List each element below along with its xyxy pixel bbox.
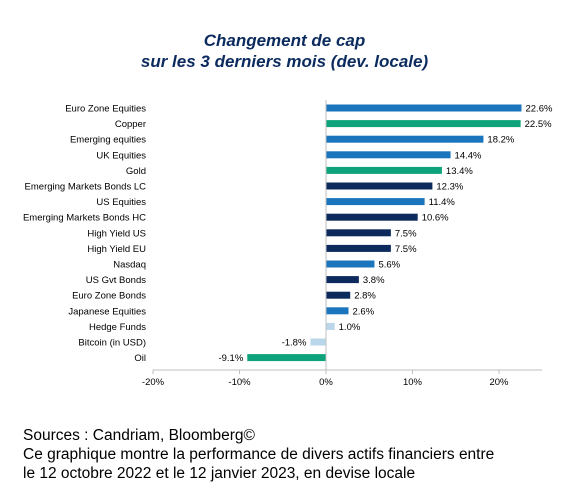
bar-uk-equities [326, 151, 451, 159]
chart-title-line1: Changement de cap [203, 31, 366, 50]
value-label: 5.6% [378, 260, 400, 271]
bar-us-equities [326, 198, 425, 206]
x-tick-label: -10% [228, 377, 251, 388]
category-label: Hedge Funds [89, 322, 146, 333]
category-label: UK Equities [96, 150, 146, 161]
category-label: High Yield EU [87, 244, 146, 255]
value-label: 2.8% [354, 291, 376, 302]
value-label: 1.0% [339, 322, 361, 333]
bar-bitcoin-in-usd [310, 338, 326, 346]
chart-title-line2: sur les 3 derniers mois (dev. locale) [140, 52, 429, 71]
value-label: 3.8% [363, 275, 385, 286]
bar-japanese-equities [326, 307, 349, 315]
category-label: Japanese Equities [68, 306, 146, 317]
value-label: 2.6% [352, 306, 374, 317]
category-label: Nasdaq [113, 260, 146, 271]
caption-line2: le 12 octobre 2022 et le 12 janvier 2023… [23, 465, 416, 482]
value-label: 11.4% [429, 197, 456, 208]
bar-emerging-markets-bonds-hc [326, 213, 418, 221]
value-label: 22.5% [525, 119, 552, 130]
bar-euro-zone-equities [326, 104, 522, 112]
value-label: 7.5% [395, 228, 417, 239]
bar-us-gvt-bonds [326, 276, 359, 284]
bar-oil [247, 354, 326, 362]
category-label: US Equities [96, 197, 146, 208]
bar-gold [326, 166, 442, 174]
category-label: Emerging Markets Bonds LC [25, 182, 147, 193]
value-label: 18.2% [487, 135, 514, 146]
value-label: 7.5% [395, 244, 417, 255]
category-label: Oil [134, 353, 146, 364]
bar-emerging-markets-bonds-lc [326, 182, 433, 190]
bar-copper [326, 120, 521, 128]
category-label: Emerging Markets Bonds HC [23, 213, 146, 224]
value-label: -9.1% [218, 353, 243, 364]
performance-bar-chart: Euro Zone Equities 22.6% Copper 22.5% Emergi… [23, 100, 553, 388]
value-label: 10.6% [422, 213, 449, 224]
bar-high-yield-eu [326, 244, 391, 252]
caption-line1: Ce graphique montre la performance de di… [23, 446, 495, 463]
value-label: 12.3% [436, 182, 463, 193]
bar-nasdaq [326, 260, 375, 268]
value-label: 14.4% [455, 150, 482, 161]
bar-high-yield-us [326, 229, 391, 237]
bar-euro-zone-bonds [326, 291, 351, 299]
category-label: Bitcoin (in USD) [78, 338, 146, 349]
x-tick-label: -20% [142, 377, 165, 388]
category-label: Gold [126, 166, 146, 177]
category-label: Euro Zone Equities [65, 104, 146, 115]
x-tick-label: 0% [319, 377, 333, 388]
category-label: High Yield US [87, 228, 146, 239]
value-label: 13.4% [446, 166, 473, 177]
bar-hedge-funds [326, 322, 335, 330]
category-label: Copper [115, 119, 146, 130]
source-note: Sources : Candriam, Bloomberg© [23, 427, 255, 444]
x-tick-label: 10% [403, 377, 423, 388]
category-label: US Gvt Bonds [86, 275, 146, 286]
value-label: -1.8% [282, 338, 307, 349]
bar-emerging-equities [326, 135, 484, 143]
x-tick-label: 20% [489, 377, 509, 388]
value-label: 22.6% [525, 104, 552, 115]
category-label: Emerging equities [70, 135, 146, 146]
category-label: Euro Zone Bonds [72, 291, 146, 302]
